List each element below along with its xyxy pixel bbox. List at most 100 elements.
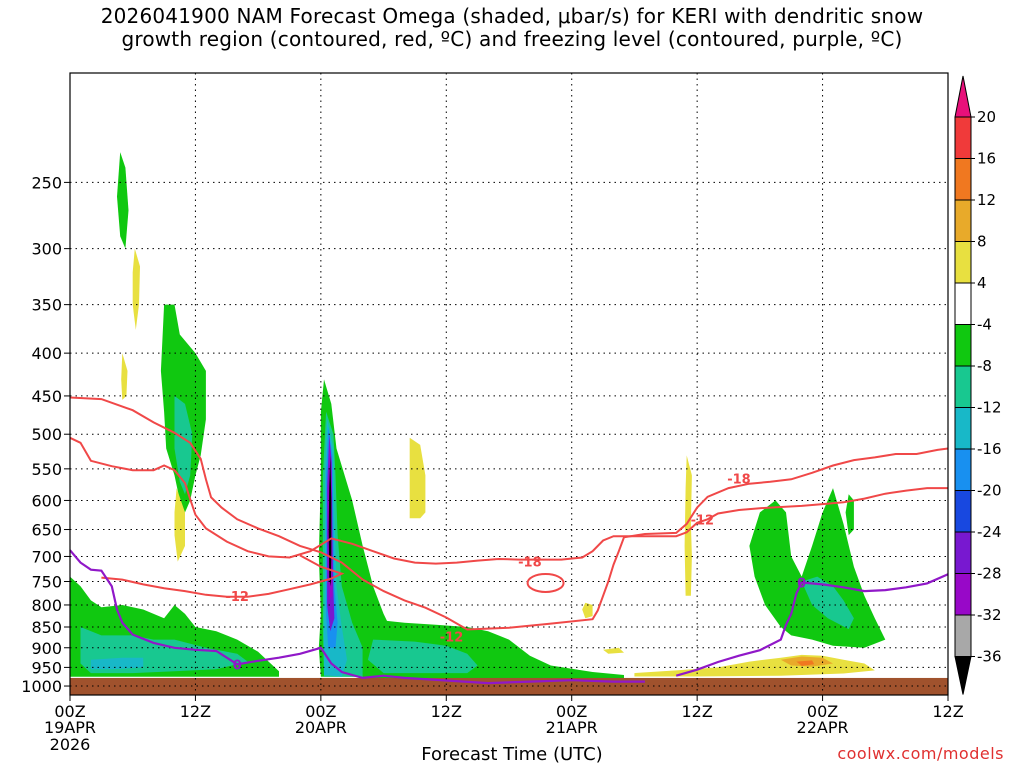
colorbar-label: -12 — [977, 399, 1002, 417]
ground-layer — [70, 677, 948, 695]
y-tick-label: 700 — [31, 547, 62, 566]
colorbar-swatch — [954, 407, 972, 450]
contour-label: -12 — [691, 513, 715, 528]
y-tick-label: 650 — [31, 521, 62, 540]
omega-region-teal — [801, 576, 854, 630]
y-tick-label: 1000 — [21, 677, 62, 696]
x-tick-label: 12Z — [431, 702, 462, 721]
omega-region-yellow — [409, 437, 426, 519]
plot-frame — [69, 72, 949, 696]
colorbar-top-arrow — [954, 75, 972, 118]
colorbar-swatch — [954, 490, 972, 533]
colorbar-label: -32 — [977, 606, 1002, 624]
x-tick-year: 2026 — [50, 735, 91, 754]
x-tick-label: 00Z — [54, 702, 85, 721]
y-tick-label: 800 — [31, 596, 62, 615]
contour-label: -18 — [727, 473, 751, 488]
omega-region-yellow — [174, 488, 185, 562]
ground-surface — [70, 677, 948, 695]
omega-region-yellow — [582, 602, 593, 619]
colorbar-swatch — [954, 158, 972, 201]
x-tick-date: 19APR — [44, 718, 96, 737]
omega-region-green — [845, 494, 854, 536]
colorbar-swatch — [954, 448, 972, 491]
colorbar-swatch — [954, 282, 972, 325]
freezing-level-line — [69, 549, 645, 685]
colorbar-label: -24 — [977, 523, 1002, 541]
x-tick-label: 00Z — [305, 702, 336, 721]
omega-region-yellow — [603, 647, 624, 654]
y-tick-label: 250 — [31, 173, 62, 192]
colorbar-label: 4 — [977, 274, 987, 292]
y-tick-label: 300 — [31, 240, 62, 259]
contour-minus18-lower — [101, 554, 345, 598]
colorbar-label: -28 — [977, 565, 1002, 583]
contour-label: -12 — [225, 590, 249, 605]
x-tick-label: 12Z — [932, 702, 963, 721]
omega-region-green — [117, 152, 129, 249]
colorbar-label: 12 — [977, 191, 996, 209]
x-tick-date: 21APR — [546, 718, 598, 737]
freezing-level-line — [675, 573, 949, 677]
colorbar-swatch — [954, 531, 972, 574]
credit-link[interactable]: coolwx.com/models — [837, 744, 1004, 763]
colorbar-label: -8 — [977, 357, 992, 375]
chart-title: 2026041900 NAM Forecast Omega (shaded, μ… — [0, 5, 1024, 51]
colorbar-swatch — [954, 116, 972, 159]
y-tick-label: 950 — [31, 658, 62, 677]
x-axis-label: Forecast Time (UTC) — [421, 744, 603, 765]
contour-layer: -18 -18 -12 -12 -12 0 0 — [69, 396, 949, 685]
x-tick-label: 12Z — [681, 702, 712, 721]
omega-region-orange — [796, 660, 815, 666]
y-tick-label: 900 — [31, 639, 62, 658]
contour-label: -18 — [518, 556, 542, 571]
colorbar-label: 16 — [977, 150, 996, 168]
colorbar-label: -16 — [977, 440, 1002, 458]
axes-layer: 250 300 350 400 450 500 550 600 650 700 750 800 850 9… — [21, 72, 964, 754]
omega-region-teal — [174, 395, 193, 495]
colorbar-label: -20 — [977, 482, 1002, 500]
omega-region-cyan — [90, 657, 144, 670]
colorbar-bottom-arrow — [954, 656, 972, 695]
omega-region-yellow — [132, 248, 140, 330]
x-tick-label: 00Z — [807, 702, 838, 721]
colorbar: 20 16 12 8 4 -4 -8 -12 -16 -20 -24 -28 -32 -36 — [954, 75, 1002, 695]
colorbar-label: 8 — [977, 233, 987, 251]
y-tick-label: 750 — [31, 573, 62, 592]
omega-region-yellow — [684, 455, 692, 596]
colorbar-label: -36 — [977, 648, 1002, 666]
x-tick-date: 20APR — [295, 718, 347, 737]
omega-region-yellow — [121, 353, 128, 400]
colorbar-label: 20 — [977, 108, 996, 126]
colorbar-swatch — [954, 324, 972, 367]
contour-label: -12 — [440, 630, 464, 645]
y-tick-label: 850 — [31, 618, 62, 637]
colorbar-swatch — [954, 614, 972, 657]
contour-label: 0 — [797, 576, 806, 591]
colorbar-swatch — [954, 573, 972, 616]
y-tick-label: 550 — [31, 460, 62, 479]
y-tick-label: 400 — [31, 344, 62, 363]
colorbar-swatch — [954, 365, 972, 408]
x-tick-label: 12Z — [180, 702, 211, 721]
colorbar-label: -4 — [977, 316, 992, 334]
contour-minus18 — [69, 396, 949, 631]
omega-region-green — [749, 488, 886, 648]
colorbar-swatch — [954, 241, 972, 284]
colorbar-swatch — [954, 199, 972, 242]
y-tick-label: 500 — [31, 425, 62, 444]
y-tick-label: 350 — [31, 296, 62, 315]
contour-label: 0 — [233, 658, 242, 673]
omega-shading-layer — [70, 152, 886, 679]
y-tick-label: 600 — [31, 491, 62, 510]
contour-minus18-cell — [526, 572, 565, 593]
contour-minus12 — [69, 436, 948, 565]
y-tick-label: 450 — [31, 387, 62, 406]
chart-title-line-1: 2026041900 NAM Forecast Omega (shaded, μ… — [100, 4, 924, 28]
x-tick-label: 00Z — [556, 702, 587, 721]
omega-region-black — [328, 455, 332, 587]
x-tick-date: 22APR — [797, 718, 849, 737]
chart-title-line-2: growth region (contoured, red, ºC) and f… — [121, 27, 903, 51]
omega-region-yellow — [634, 654, 875, 677]
